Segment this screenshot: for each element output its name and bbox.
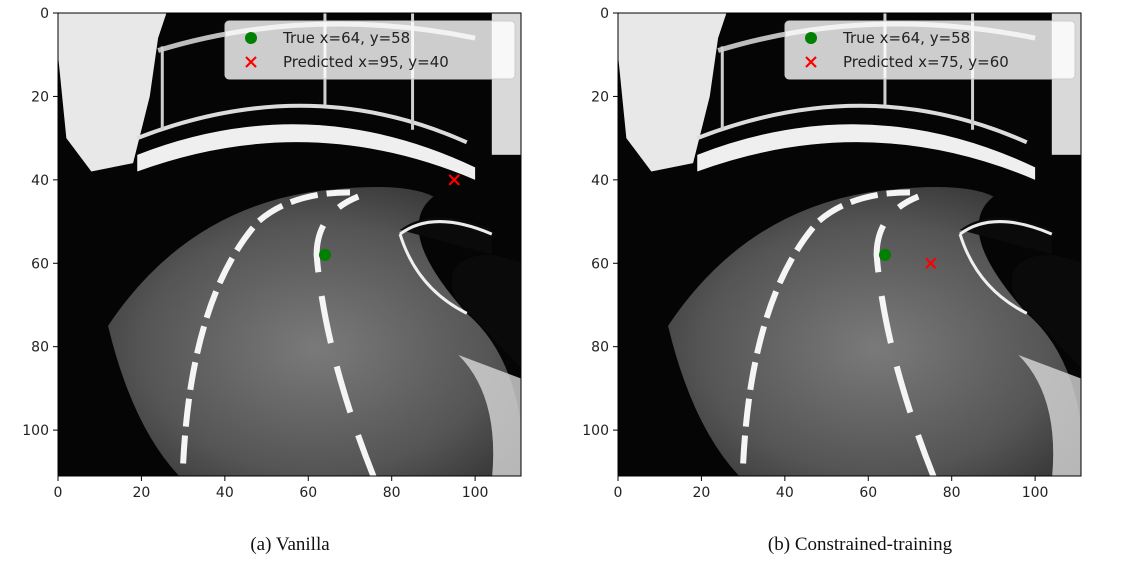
legend-label: Predicted x=75, y=60	[843, 53, 1009, 71]
caption-vanilla: (a) Vanilla	[250, 534, 330, 555]
road-image	[618, 13, 1081, 476]
legend-predicted-marker	[245, 56, 257, 68]
axes-frame	[617, 12, 1082, 477]
x-tick-label: 40	[216, 485, 234, 501]
caption-constrained-training: (b) Constrained-training	[767, 534, 953, 555]
y-tick-label: 100	[582, 423, 609, 439]
x-tick-label: 60	[859, 485, 877, 501]
legend: True x=64, y=58 Predicted x=95, y=40	[224, 20, 516, 80]
true-point-marker	[878, 248, 891, 261]
x-tick-label: 100	[462, 485, 489, 501]
legend-label: Predicted x=95, y=40	[283, 53, 449, 71]
legend-predicted-marker	[805, 56, 817, 68]
x-tick-label: 40	[776, 485, 794, 501]
y-tick-label: 60	[31, 256, 49, 272]
true-point-marker	[318, 248, 331, 261]
y-tick-label: 60	[591, 256, 609, 272]
x-tick-label: 100	[1022, 485, 1049, 501]
y-tick-label: 0	[600, 6, 609, 22]
y-tick-label: 20	[31, 89, 49, 105]
y-tick-label: 20	[591, 89, 609, 105]
y-tick-label: 80	[591, 340, 609, 356]
legend-label: True x=64, y=58	[282, 29, 410, 47]
y-tick-label: 100	[22, 423, 49, 439]
legend-true-marker	[245, 32, 257, 44]
predicted-point-marker	[448, 174, 461, 186]
y-tick-label: 40	[31, 173, 49, 189]
x-tick-label: 0	[54, 485, 63, 501]
chart-panel-constrained: 0 20 40 60 80 100 0 20 40 60 80 100 True x=64, y=58 P…	[582, 6, 1082, 501]
axes-frame	[57, 12, 522, 477]
x-tick-label: 60	[299, 485, 317, 501]
legend: True x=64, y=58 Predicted x=75, y=60	[784, 20, 1076, 80]
road-image	[58, 13, 521, 476]
x-tick-label: 80	[383, 485, 401, 501]
legend-label: True x=64, y=58	[842, 29, 970, 47]
predicted-point-marker	[925, 257, 937, 270]
x-tick-label: 20	[693, 485, 711, 501]
y-tick-label: 80	[31, 340, 49, 356]
chart-panel-vanilla: 0 20 40 60 80 100 0 20 40 60 80 100 True x=64, y=58 P…	[22, 6, 522, 501]
y-tick-label: 0	[40, 6, 49, 22]
x-tick-label: 20	[133, 485, 151, 501]
y-tick-label: 40	[591, 173, 609, 189]
x-tick-label: 80	[943, 485, 961, 501]
legend-true-marker	[805, 32, 817, 44]
x-tick-label: 0	[614, 485, 623, 501]
